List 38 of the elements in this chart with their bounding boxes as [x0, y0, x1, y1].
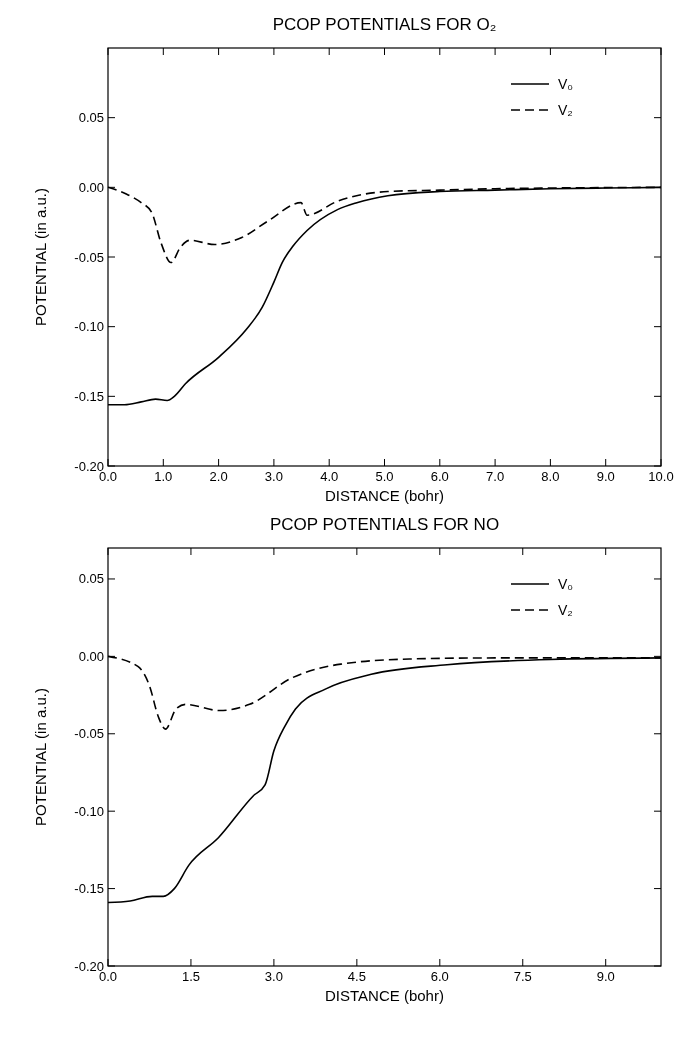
- x-tick-label: 4.0: [320, 469, 339, 484]
- x-tick-label: 7.5: [513, 969, 532, 984]
- x-tick-label: 6.0: [430, 469, 449, 484]
- x-tick-label: 1.5: [181, 969, 200, 984]
- x-axis-title: DISTANCE (bohr): [325, 987, 444, 1004]
- x-tick-label: 10.0: [648, 469, 674, 484]
- x-tick-label: 7.0: [486, 469, 505, 484]
- y-axis-title: POTENTIAL (in a.u.): [32, 688, 49, 826]
- x-tick-label: 8.0: [541, 469, 560, 484]
- y-tick-label: 0.05: [78, 571, 104, 587]
- x-tick-label: 9.0: [596, 969, 615, 984]
- y-tick-label: -0.05: [74, 249, 104, 265]
- y-tick-label: -0.05: [74, 726, 104, 742]
- x-tick-label: 4.5: [347, 969, 366, 984]
- x-tick-label: 5.0: [375, 469, 394, 484]
- y-tick-label: -0.10: [74, 803, 104, 819]
- chart-title: PCOP POTENTIALS FOR NO: [269, 515, 500, 534]
- x-tick-label: 0.0: [98, 969, 118, 984]
- y-tick-label: 0.00: [78, 179, 104, 195]
- legend-label: V₂: [558, 102, 573, 118]
- y-tick-label: 0.00: [78, 648, 104, 664]
- legend-label: V₀: [558, 576, 574, 592]
- y-tick-label: -0.15: [74, 388, 104, 404]
- x-tick-label: 0.0: [98, 469, 118, 484]
- x-tick-label: 3.0: [264, 469, 283, 484]
- x-tick-label: 1.0: [154, 469, 173, 484]
- x-tick-label: 6.0: [430, 969, 449, 984]
- y-axis-title: POTENTIAL (in a.u.): [32, 188, 49, 326]
- y-tick-label: 0.05: [78, 110, 104, 126]
- y-tick-label: -0.15: [74, 881, 104, 897]
- legend-label: V₀: [558, 76, 574, 92]
- x-tick-label: 3.0: [264, 969, 283, 984]
- legend-label: V₂: [558, 602, 573, 618]
- x-tick-label: 9.0: [596, 469, 615, 484]
- x-tick-label: 2.0: [209, 469, 228, 484]
- chart-title: PCOP POTENTIALS FOR O₂: [272, 15, 497, 34]
- y-tick-label: -0.10: [74, 319, 104, 335]
- x-axis-title: DISTANCE (bohr): [325, 487, 444, 504]
